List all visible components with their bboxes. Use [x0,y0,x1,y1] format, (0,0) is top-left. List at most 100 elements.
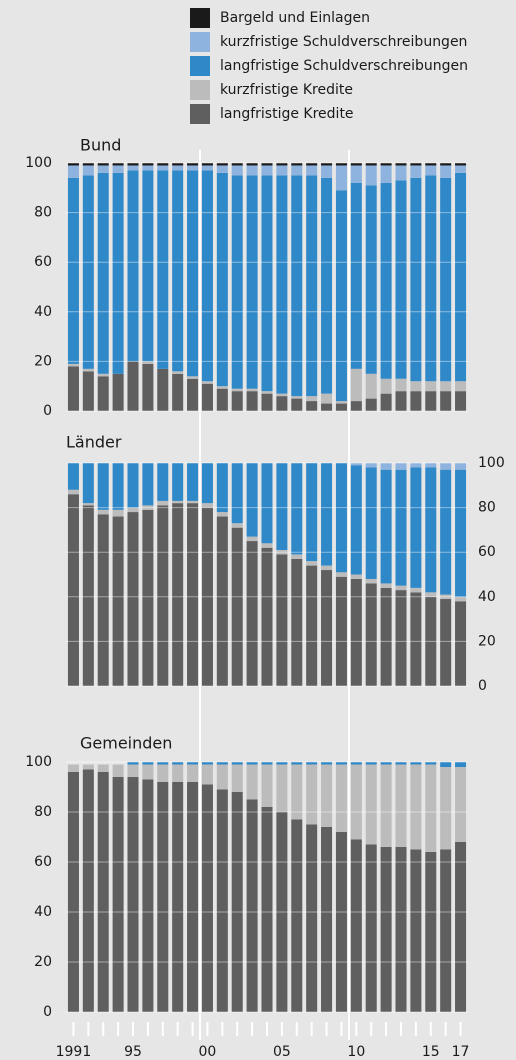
bar-segment [291,819,303,1012]
bar-segment [365,463,377,468]
bar-segment [187,163,199,166]
bar-segment [335,576,347,686]
x-tick-label: 15 [422,1044,440,1060]
bar-segment [157,463,169,501]
bar-segment [172,762,184,765]
bar-segment [187,764,199,782]
bar-segment [365,762,377,765]
bar-segment [82,371,94,411]
bar-segment [276,549,288,555]
bar-segment [365,844,377,1012]
bar-segment [440,599,452,686]
bar-segment [82,175,94,369]
bar-segment [455,172,467,382]
bar-segment [157,500,169,506]
legend-label: langfristige Schuldverschreibungen [220,58,468,74]
y-tick-label: 60 [478,544,496,560]
bar-segment [127,170,139,362]
bar-segment [231,792,243,1012]
bar-segment [82,165,94,176]
bar-segment [127,165,139,171]
bar-segment [365,398,377,411]
bar-segment [97,373,109,377]
bar-segment [142,505,154,510]
bar-segment [276,463,288,550]
bar-segment [365,373,377,399]
bar-segment [395,378,407,392]
bar-segment [201,507,213,686]
bar-segment [142,165,154,171]
bar-segment [231,527,243,686]
bar-segment [231,463,243,524]
panel-title: Bund [80,136,121,155]
bar-segment [410,592,422,686]
bar-segment [321,393,333,404]
bar-segment [365,578,377,584]
bar-segment [261,163,273,166]
bar-segment [172,373,184,411]
bar-segment [97,514,109,686]
bar-segment [395,391,407,411]
y-tick-label: 80 [478,500,496,516]
legend-label: kurzfristige Kredite [220,82,353,98]
bar-segment [201,383,213,411]
bar-segment [216,516,228,686]
legend-swatch [190,8,210,28]
bar-segment [440,165,452,178]
bar-segment [187,378,199,411]
bar-segment [67,772,79,1012]
bar-segment [172,503,184,686]
bar-segment [380,764,392,847]
bar-segment [380,163,392,166]
bar-segment [67,463,79,490]
bar-segment [231,391,243,411]
y-tick-label: 100 [25,155,52,171]
bar-segment [306,165,318,176]
bar-segment [291,558,303,686]
bar-segment [216,163,228,166]
y-tick-label: 0 [43,1004,52,1020]
bar-segment [142,363,154,411]
y-tick-label: 40 [478,589,496,605]
bar-segment [455,762,467,767]
bar-segment [440,177,452,382]
bar-segment [276,762,288,765]
x-tick-label: 10 [347,1044,365,1060]
bar-segment [425,463,437,468]
bar-segment [67,363,79,367]
bar-segment [216,172,228,387]
y-tick-label: 100 [478,455,505,471]
y-tick-label: 40 [34,904,52,920]
bar-segment [350,574,362,579]
bar-segment [276,554,288,686]
bar-segment [365,764,377,845]
bar-segment [291,165,303,176]
bar-segment [410,764,422,850]
bar-segment [157,368,169,411]
bar-segment [425,165,437,176]
bar-segment [335,762,347,765]
bar-segment [440,469,452,595]
bar-segment [246,165,258,176]
bar-segment [350,182,362,369]
bar-segment [201,784,213,1012]
bar-segment [201,165,213,171]
bar-segment [172,371,184,374]
bar-segment [321,764,333,827]
bar-segment [172,764,184,782]
bar-segment [216,764,228,790]
bar-segment [425,381,437,392]
bar-segment [187,782,199,1012]
bar-segment [380,762,392,765]
y-tick-label: 80 [34,804,52,820]
bar-segment [112,172,124,374]
bar-segment [187,376,199,379]
bar-segment [246,163,258,166]
bar-segment [201,503,213,508]
bar-segment [172,782,184,1012]
bar-segment [201,381,213,384]
bar-segment [410,165,422,178]
bar-segment [187,500,199,504]
bar-segment [231,523,243,528]
